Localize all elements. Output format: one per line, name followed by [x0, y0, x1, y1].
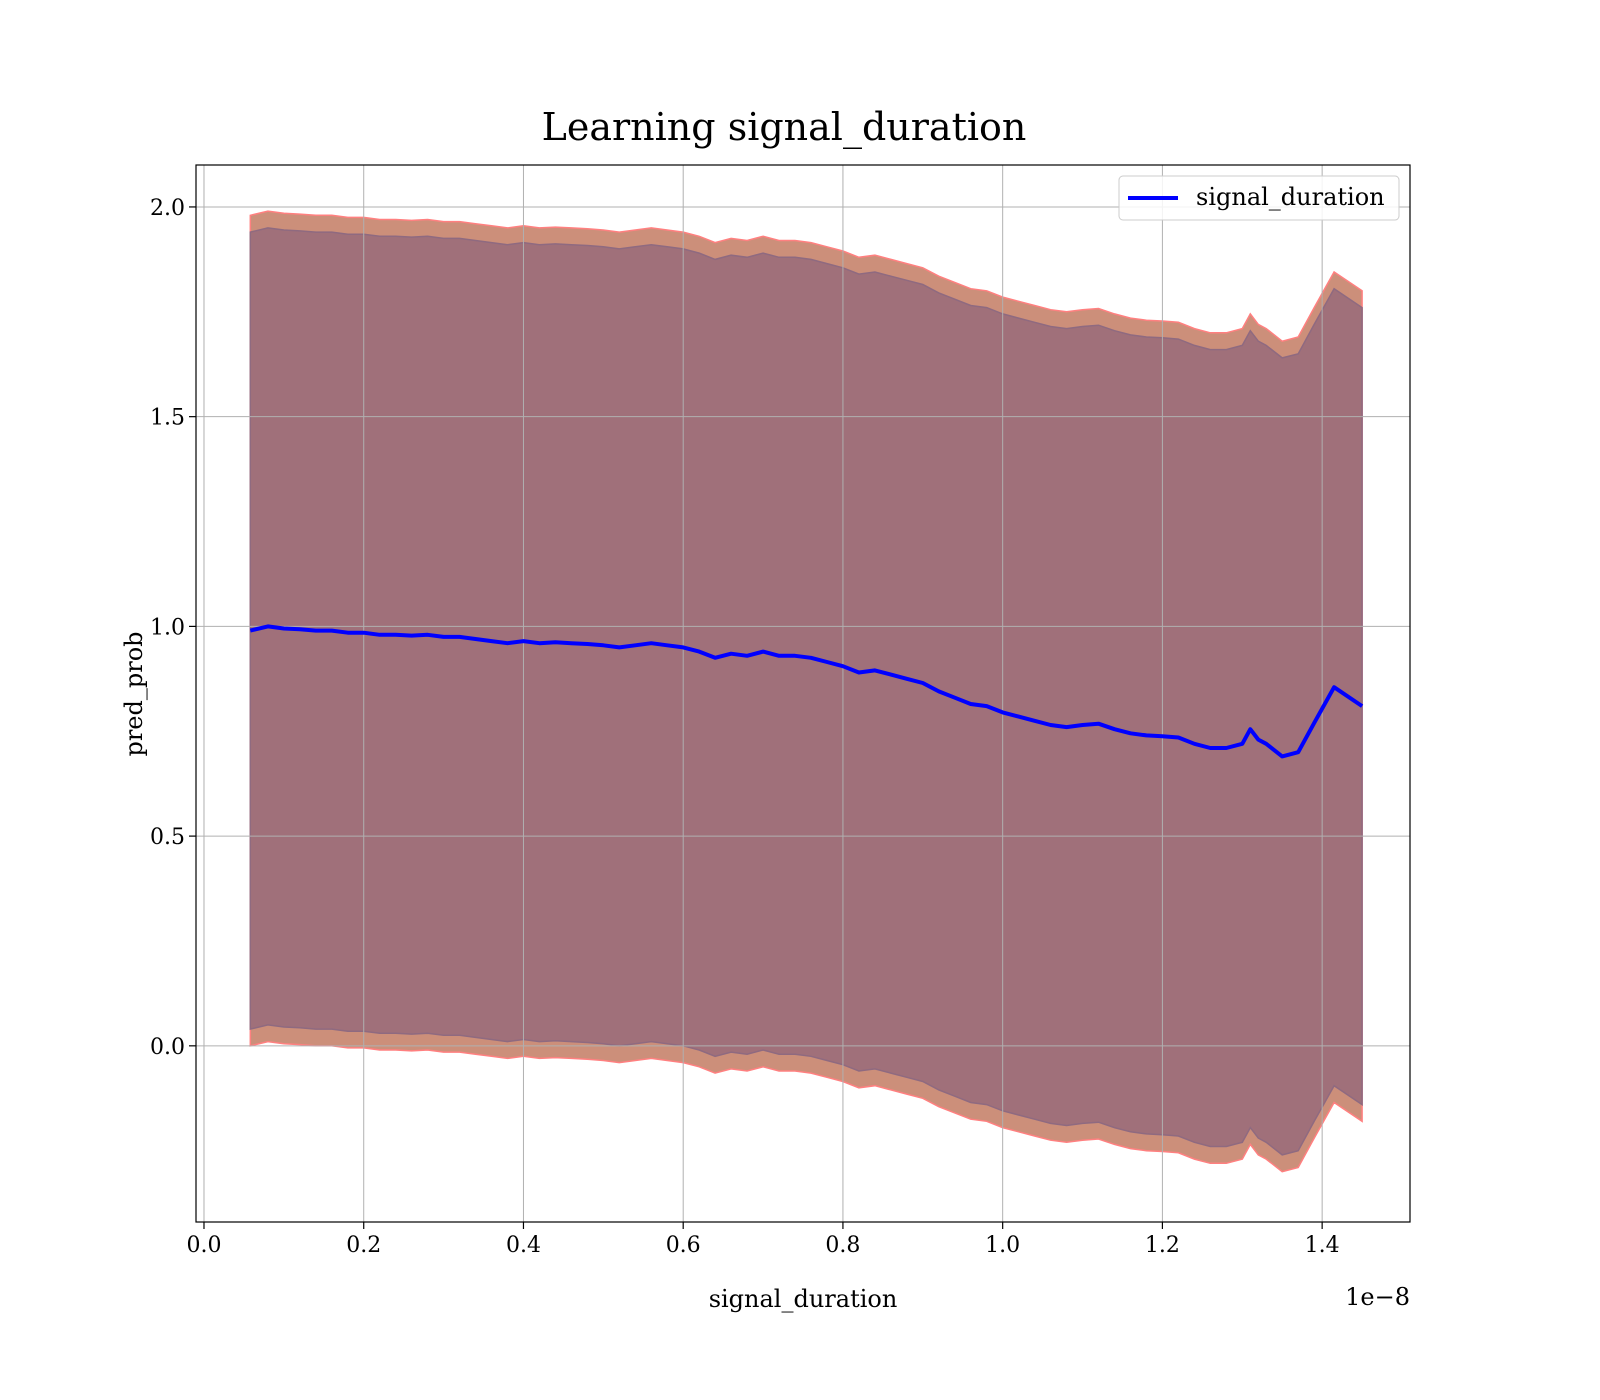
series-line-0: [249, 624, 1364, 759]
series-lines: [249, 624, 1364, 759]
x-tick-label-5: 1.0: [985, 1233, 1020, 1258]
x-tick-label-6: 1.2: [1145, 1233, 1180, 1258]
x-axis-ticks: 0.0 0.2 0.4 0.6 0.8 1.0 1.2 1.4: [186, 1222, 1340, 1258]
x-offset-label: 1e−8: [1345, 1283, 1410, 1311]
x-axis-label: signal_duration: [709, 1285, 898, 1313]
grid-lines: [196, 165, 1410, 1222]
legend-label: signal_duration: [1196, 183, 1385, 211]
y-tick-label-3: 1.5: [150, 406, 185, 431]
y-axis-ticks: 0.0 0.5 1.0 1.5 2.0: [150, 196, 196, 1060]
legend: signal_duration: [1118, 175, 1400, 221]
y-axis-label: pred_prob: [120, 631, 148, 756]
chart-title: Learning signal_duration: [542, 105, 1027, 150]
x-tick-label-2: 0.4: [506, 1233, 541, 1258]
x-tick-label-3: 0.6: [666, 1233, 701, 1258]
confidence-band-2: [249, 227, 1363, 1156]
confidence-bands: [249, 210, 1363, 1173]
y-tick-label-2: 1.0: [150, 615, 185, 640]
y-tick-label-0: 0.0: [150, 1035, 185, 1060]
legend-box: [1118, 175, 1400, 221]
x-tick-label-1: 0.2: [346, 1233, 381, 1258]
plot-frame: [195, 164, 1411, 1223]
x-tick-label-4: 0.8: [825, 1233, 860, 1258]
x-tick-label-0: 0.0: [186, 1233, 221, 1258]
x-tick-label-7: 1.4: [1305, 1233, 1340, 1258]
y-tick-label-4: 2.0: [150, 196, 185, 221]
y-tick-label-1: 0.5: [150, 825, 185, 850]
